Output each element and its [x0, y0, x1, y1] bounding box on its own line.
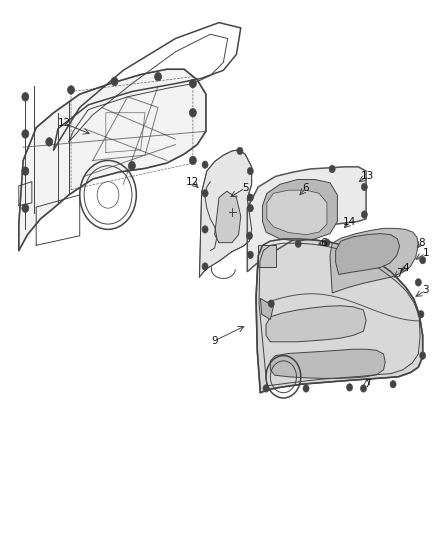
Text: 8: 8	[418, 238, 425, 248]
Circle shape	[202, 263, 208, 270]
Polygon shape	[199, 150, 252, 277]
Polygon shape	[270, 349, 385, 378]
Circle shape	[303, 385, 309, 392]
Polygon shape	[266, 306, 366, 342]
Text: 7: 7	[364, 379, 370, 389]
Text: 13: 13	[360, 172, 374, 181]
Text: 6: 6	[320, 238, 327, 248]
Circle shape	[247, 205, 253, 212]
Polygon shape	[256, 239, 423, 393]
Polygon shape	[19, 69, 206, 251]
Circle shape	[263, 385, 269, 392]
Circle shape	[329, 165, 335, 173]
Circle shape	[418, 311, 424, 318]
Polygon shape	[260, 298, 273, 319]
Circle shape	[22, 204, 29, 213]
Circle shape	[46, 138, 53, 146]
Circle shape	[361, 183, 367, 191]
Polygon shape	[215, 191, 241, 243]
Circle shape	[111, 77, 118, 86]
Polygon shape	[330, 228, 418, 293]
Circle shape	[295, 240, 301, 247]
Circle shape	[360, 385, 367, 392]
Circle shape	[415, 279, 421, 286]
Circle shape	[128, 161, 135, 170]
Circle shape	[67, 86, 74, 94]
Circle shape	[189, 109, 196, 117]
Circle shape	[22, 93, 29, 101]
Circle shape	[189, 156, 196, 165]
Text: 3: 3	[422, 285, 429, 295]
Circle shape	[22, 130, 29, 138]
Circle shape	[202, 161, 208, 168]
Circle shape	[420, 256, 426, 264]
Circle shape	[202, 225, 208, 233]
Circle shape	[268, 300, 274, 308]
Circle shape	[390, 381, 396, 388]
Circle shape	[247, 167, 253, 175]
Circle shape	[189, 79, 196, 88]
Circle shape	[247, 232, 253, 239]
Text: 12: 12	[185, 176, 199, 187]
Text: 6: 6	[303, 183, 309, 193]
Text: 12: 12	[58, 118, 71, 128]
Circle shape	[247, 251, 253, 259]
Circle shape	[346, 384, 353, 391]
Text: 5: 5	[242, 183, 248, 193]
Polygon shape	[247, 167, 366, 272]
Polygon shape	[336, 233, 399, 274]
Circle shape	[324, 239, 330, 246]
Polygon shape	[262, 180, 337, 241]
Polygon shape	[258, 245, 276, 266]
Circle shape	[155, 72, 162, 81]
Circle shape	[247, 194, 253, 201]
Text: 9: 9	[212, 336, 218, 346]
Circle shape	[237, 147, 243, 155]
Text: 4: 4	[403, 263, 410, 273]
Text: 1: 1	[422, 248, 429, 259]
Circle shape	[202, 190, 208, 197]
Text: 14: 14	[343, 217, 356, 228]
Circle shape	[420, 352, 426, 359]
Circle shape	[22, 167, 29, 175]
Polygon shape	[267, 190, 327, 235]
Circle shape	[361, 211, 367, 218]
Text: 7: 7	[396, 268, 403, 278]
